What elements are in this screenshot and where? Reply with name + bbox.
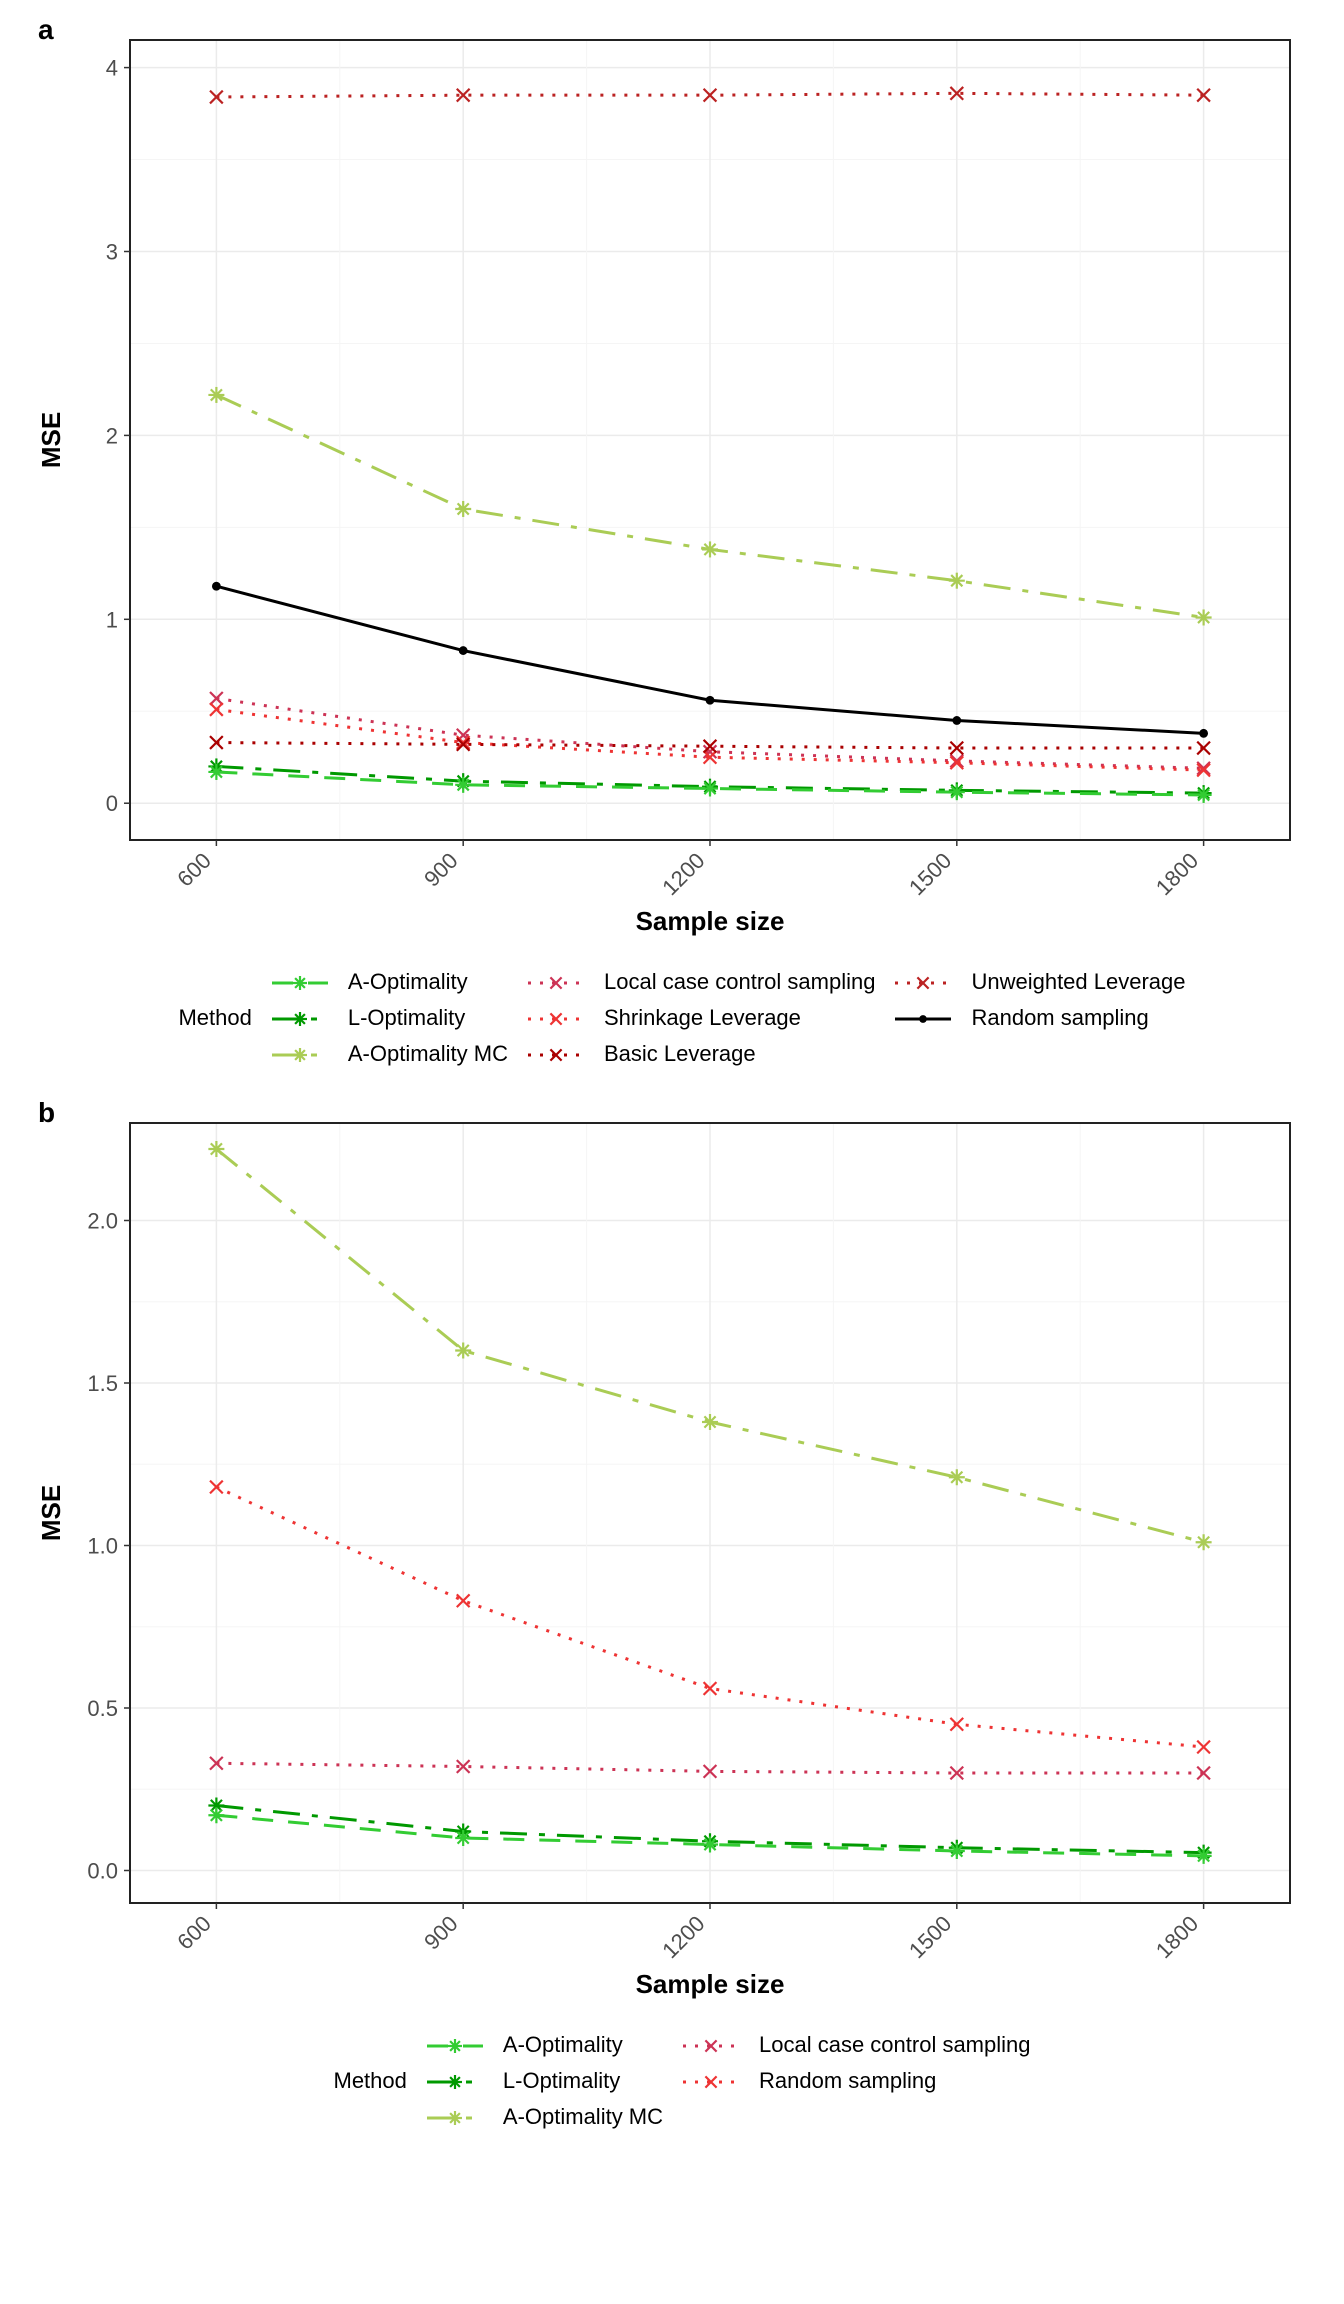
legend-item: Random sampling [751, 2064, 1038, 2098]
legend-a: A-Optimality Local case control sampling U… [10, 963, 1344, 1073]
svg-text:0: 0 [106, 791, 118, 816]
svg-text:1500: 1500 [904, 1911, 956, 1963]
svg-text:900: 900 [419, 1911, 463, 1955]
svg-text:0.0: 0.0 [87, 1859, 118, 1884]
panel-label-a: a [38, 14, 54, 46]
legend-item: Random sampling [963, 1001, 1193, 1035]
svg-text:4: 4 [106, 56, 118, 81]
chart-a-svg: 0 1 2 3 4 600 900 1200 1500 1800 MSE Sample size [10, 10, 1330, 950]
svg-text:MSE: MSE [36, 412, 66, 468]
legend-item: A-Optimality MC [495, 2100, 671, 2134]
legend-item: Basic Leverage [596, 1037, 883, 1071]
svg-text:900: 900 [419, 848, 463, 892]
legend-b: A-Optimality Local case control sampling M… [10, 2026, 1344, 2136]
svg-text:Sample size: Sample size [636, 1969, 785, 1999]
svg-text:0.5: 0.5 [87, 1696, 118, 1721]
legend-item: Shrinkage Leverage [596, 1001, 883, 1035]
svg-text:MSE: MSE [36, 1485, 66, 1541]
svg-text:1200: 1200 [657, 1911, 709, 1963]
chart-b: b 0.0 0.5 1.0 1.5 2.0 600 900 1200 1500 1800 MSE Sa… [10, 1093, 1344, 2018]
legend-title: Method [326, 2064, 415, 2098]
svg-text:1: 1 [106, 607, 118, 632]
legend-item: Local case control sampling [596, 965, 883, 999]
legend-item: Local case control sampling [751, 2028, 1038, 2062]
svg-text:1.5: 1.5 [87, 1371, 118, 1396]
svg-text:1500: 1500 [904, 848, 956, 900]
legend-item: A-Optimality [340, 965, 516, 999]
svg-text:1.0: 1.0 [87, 1534, 118, 1559]
svg-text:600: 600 [172, 1911, 216, 1955]
panel-label-b: b [38, 1097, 55, 1129]
legend-item: A-Optimality MC [340, 1037, 516, 1071]
svg-text:3: 3 [106, 239, 118, 264]
svg-text:1800: 1800 [1151, 1911, 1203, 1963]
chart-a: a 0 1 2 3 4 600 900 1200 1500 1800 MSE Sample size [10, 10, 1344, 955]
legend-title: Method [170, 1001, 259, 1035]
chart-b-svg: 0.0 0.5 1.0 1.5 2.0 600 900 1200 1500 1800 MSE Samp… [10, 1093, 1330, 2013]
svg-text:Sample size: Sample size [636, 906, 785, 936]
svg-text:2.0: 2.0 [87, 1209, 118, 1234]
legend-item: L-Optimality [495, 2064, 671, 2098]
svg-text:1200: 1200 [657, 848, 709, 900]
legend-item: L-Optimality [340, 1001, 516, 1035]
legend-item: A-Optimality [495, 2028, 671, 2062]
svg-text:600: 600 [172, 848, 216, 892]
svg-text:1800: 1800 [1151, 848, 1203, 900]
legend-item: Unweighted Leverage [963, 965, 1193, 999]
svg-text:2: 2 [106, 423, 118, 448]
